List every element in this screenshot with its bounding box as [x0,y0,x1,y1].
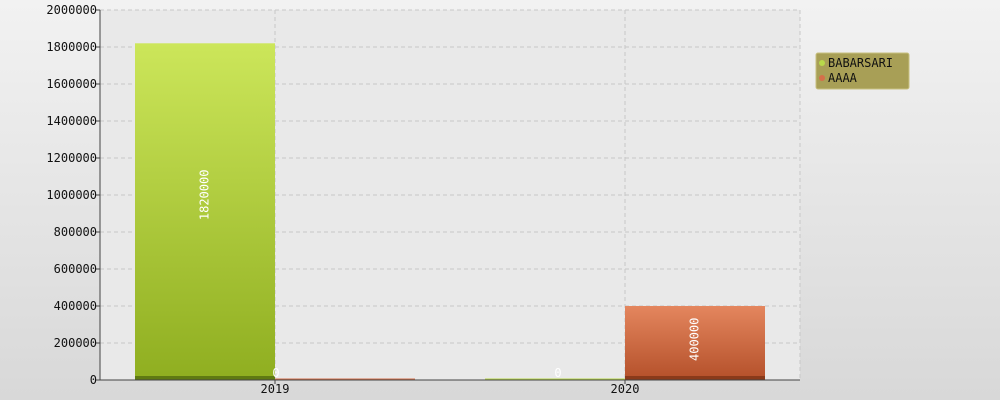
y-tick-label: 800000 [54,225,97,239]
y-tick-label: 0 [90,373,97,387]
data-label: 1820000 [198,170,212,221]
y-tick-label: 400000 [54,299,97,313]
y-tick-label: 2000000 [46,3,97,17]
bar-babarsari-2019 [135,43,275,381]
axes: 0 200000 400000 600000 800000 1000000 1200000 1… [46,3,800,396]
bar-aaaa-2019 [275,378,415,380]
bar-babarsari-2020 [485,378,625,380]
data-label: 400000 [688,318,702,361]
x-tick-label: 2019 [261,382,290,396]
x-tick-label: 2020 [611,382,640,396]
legend-box [815,52,910,90]
legend-marker-babarsari [819,60,825,66]
y-tick-label: 1600000 [46,77,97,91]
legend-label: BABARSARI [828,56,893,70]
data-label: 0 [272,366,279,380]
y-tick-label: 1400000 [46,114,97,128]
y-tick-label: 1800000 [46,40,97,54]
bar-base-shadow [625,376,765,380]
y-tick-label: 1000000 [46,188,97,202]
bar-aaaa-2020 [625,306,765,380]
y-tick-label: 600000 [54,262,97,276]
legend-label: AAAA [828,71,858,85]
bars: 1820000 0 0 400000 [135,43,765,381]
bar-base-shadow [135,376,275,380]
y-tick-label: 200000 [54,336,97,350]
data-label: 0 [554,366,561,380]
legend-marker-aaaa [819,75,825,81]
y-tick-label: 1200000 [46,151,97,165]
